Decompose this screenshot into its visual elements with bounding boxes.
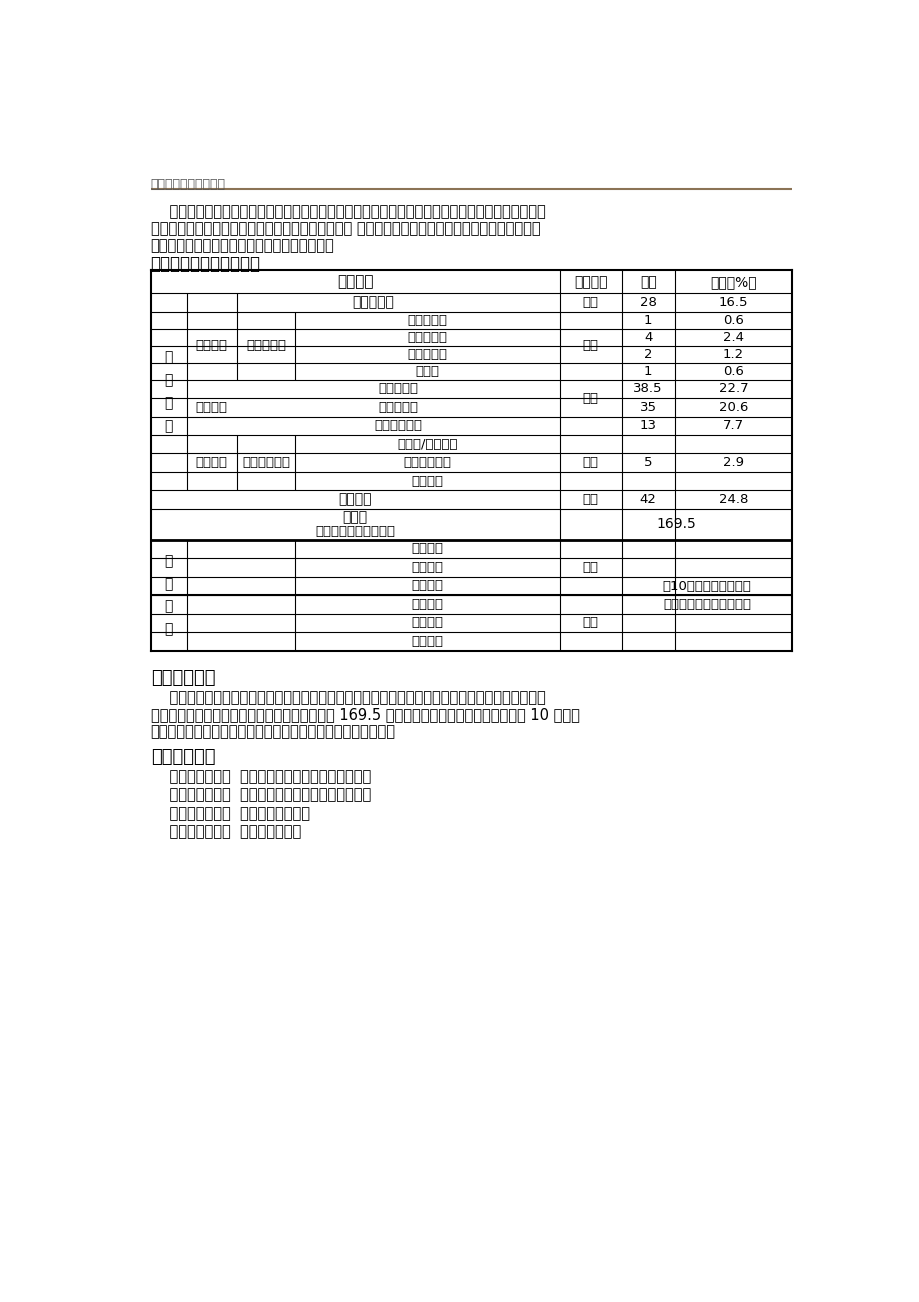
Text: 专业课程: 专业课程 — [196, 401, 228, 414]
Text: 实践课程: 实践课程 — [338, 492, 371, 506]
Text: 选修: 选修 — [583, 456, 598, 469]
Text: 自然科学类: 自然科学类 — [407, 314, 447, 327]
Text: 38.5: 38.5 — [633, 383, 663, 396]
Text: 专业外选修课: 专业外选修课 — [242, 456, 289, 469]
Text: 素
质
拓
展: 素 质 拓 展 — [165, 553, 173, 637]
Text: 本专业基于我校特色按材料种类分设了两大专业方向，一个是土木工程材料方向，特色是高性能混: 本专业基于我校特色按材料种类分设了两大专业方向，一个是土木工程材料方向，特色是高… — [151, 204, 545, 219]
Text: （不含素质拓展学分）: （不含素质拓展学分） — [315, 525, 395, 538]
Text: 可毕业；符合河海大学学位授予条件者，可申请授予学士学位。: 可毕业；符合河海大学学位授予条件者，可申请授予学士学位。 — [151, 724, 395, 740]
Text: 2.9: 2.9 — [722, 456, 743, 469]
Text: 13: 13 — [639, 419, 656, 432]
Text: 修完人才培养方案中要求的通识课程、专业课程、个性课程及实践课程，成绩合格，且各部分所得: 修完人才培养方案中要求的通识课程、专业课程、个性课程及实践课程，成绩合格，且各部… — [151, 690, 545, 706]
Text: 1: 1 — [643, 314, 652, 327]
Text: 20.6: 20.6 — [718, 401, 747, 414]
Text: 4: 4 — [643, 331, 652, 344]
Text: 附：教学计划: 附：教学计划 — [151, 747, 215, 766]
Text: 35: 35 — [639, 401, 656, 414]
Text: 艺术类: 艺术类 — [414, 365, 439, 378]
Text: 理
论
课
程: 理 论 课 程 — [165, 350, 173, 434]
Text: 必修: 必修 — [583, 296, 598, 309]
Text: 1: 1 — [643, 365, 652, 378]
Text: 专业主干课: 专业主干课 — [379, 401, 418, 414]
Text: 2: 2 — [643, 348, 652, 361]
Text: 2.4: 2.4 — [722, 331, 743, 344]
Text: 24.8: 24.8 — [718, 493, 747, 506]
Text: 文艺体育: 文艺体育 — [411, 598, 443, 611]
Text: 人文社科类: 人文社科类 — [407, 331, 447, 344]
Text: 学分均不少于相应规定学分数，累计获得不少于 169.5 学分，同时素质拓展学分获得不少于 10 学分方: 学分均不少于相应规定学分数，累计获得不少于 169.5 学分，同时素质拓展学分获… — [151, 707, 579, 723]
Text: 公共必修课: 公共必修课 — [352, 296, 393, 310]
Text: 1.2: 1.2 — [722, 348, 743, 361]
Text: 专业内选修课: 专业内选修课 — [374, 419, 422, 432]
Text: 42: 42 — [639, 493, 656, 506]
Text: 公益活动: 公益活动 — [411, 579, 443, 592]
Text: 学分: 学分 — [639, 275, 656, 289]
Text: 必修: 必修 — [583, 392, 598, 405]
Text: 0.6: 0.6 — [722, 314, 743, 327]
Text: 跨学科/专业课程: 跨学科/专业课程 — [397, 437, 457, 450]
Text: 材料科学与工程  专业指导性教学计划（实践教学）: 材料科学与工程 专业指导性教学计划（实践教学） — [151, 788, 370, 802]
Text: 材料科学与工程  专业指导性教学计划（理论教学）: 材料科学与工程 专业指导性教学计划（理论教学） — [151, 769, 370, 784]
Text: 共10学分，详见《河海
大学素质拓展实施办法》: 共10学分，详见《河海 大学素质拓展实施办法》 — [662, 579, 751, 611]
Text: 七、课程框架及学分要求: 七、课程框架及学分要求 — [151, 255, 260, 273]
Text: 创新创业: 创新创业 — [411, 543, 443, 556]
Text: 选修: 选修 — [583, 339, 598, 352]
Text: 0.6: 0.6 — [722, 365, 743, 378]
Text: 行为与金属表面工程技术、金属检测与分析等。: 行为与金属表面工程技术、金属检测与分析等。 — [151, 238, 334, 253]
Text: 比例（%）: 比例（%） — [709, 275, 756, 289]
Text: 总学分: 总学分 — [342, 510, 368, 525]
Text: 5: 5 — [643, 456, 652, 469]
Text: 其他活动: 其他活动 — [411, 635, 443, 648]
Text: 辅修专业: 辅修专业 — [411, 475, 443, 488]
Text: 河海大学本科培养方案: 河海大学本科培养方案 — [151, 178, 225, 191]
Text: 个性课程: 个性课程 — [196, 456, 228, 469]
Text: 28: 28 — [639, 296, 656, 309]
Text: 16.5: 16.5 — [718, 296, 747, 309]
Text: 材料科学与工程  专业辅修教学计划: 材料科学与工程 专业辅修教学计划 — [151, 806, 310, 822]
Text: 国际交流学习: 国际交流学习 — [403, 456, 451, 469]
Text: 社会实践: 社会实践 — [411, 561, 443, 574]
Text: 169.5: 169.5 — [655, 517, 695, 531]
Text: 八、毕业条件: 八、毕业条件 — [151, 669, 215, 687]
Text: 凝土材料在大坝等工程中的应用及检测与修复技术等 另一个是金属材料方向，特色是金属材料的腐蚀: 凝土材料在大坝等工程中的应用及检测与修复技术等 另一个是金属材料方向，特色是金属… — [151, 221, 539, 236]
Text: 社会工作: 社会工作 — [411, 616, 443, 629]
Text: 必修: 必修 — [583, 493, 598, 506]
Text: 经济管理类: 经济管理类 — [407, 348, 447, 361]
Text: 材料科学与工程  专业学程安排表: 材料科学与工程 专业学程安排表 — [151, 824, 301, 840]
Text: 通识选修课: 通识选修课 — [246, 339, 286, 352]
Text: 学科基础课: 学科基础课 — [379, 383, 418, 396]
Text: 通识课程: 通识课程 — [196, 339, 228, 352]
Text: 必修: 必修 — [583, 561, 598, 574]
Text: 课程性质: 课程性质 — [573, 275, 607, 289]
Text: 7.7: 7.7 — [722, 419, 743, 432]
Text: 选修: 选修 — [583, 616, 598, 629]
Text: 22.7: 22.7 — [718, 383, 747, 396]
Text: 课程体系: 课程体系 — [336, 275, 373, 289]
